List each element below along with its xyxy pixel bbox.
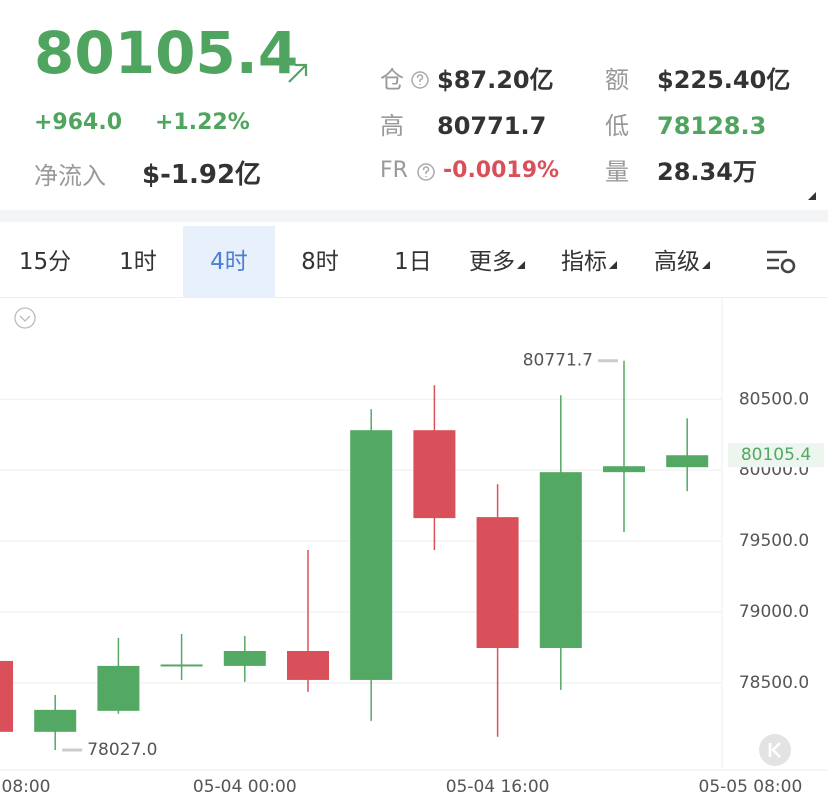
trend-arrow <box>288 63 308 83</box>
expand-corner[interactable] <box>806 190 818 202</box>
net-inflow-label: 净流入 <box>34 162 106 190</box>
collapse-icon[interactable] <box>14 307 36 329</box>
y-tick-label: 78500.0 <box>739 673 809 693</box>
tab[interactable]: 15分 <box>18 249 72 275</box>
tab[interactable]: 8时 <box>301 249 339 275</box>
candle-body <box>97 665 140 711</box>
stat-label: 低 <box>605 112 629 140</box>
x-tick-label: 05-04 16:00 <box>446 777 550 797</box>
x-tick-label: 08:00 <box>2 777 51 797</box>
candle-body <box>666 455 709 468</box>
info-icon[interactable] <box>416 162 436 182</box>
settings-icon[interactable] <box>765 248 799 276</box>
dropdown-caret <box>702 261 710 269</box>
y-tick-label: 80500.0 <box>739 389 809 409</box>
stat-label: 量 <box>605 158 629 186</box>
low-label: 78027.0 <box>87 740 157 760</box>
stat-value: 78128.3 <box>657 112 767 140</box>
candle-body <box>350 430 393 680</box>
price: 80105.4 <box>34 19 299 87</box>
stat-value: 80771.7 <box>437 112 547 140</box>
tab[interactable]: 4时 <box>183 226 275 298</box>
stat-label: 额 <box>605 66 629 94</box>
tab[interactable]: 指标 <box>546 226 638 298</box>
collapse-icon <box>19 315 31 322</box>
tab[interactable]: 1日 <box>394 249 432 275</box>
high-label: 80771.7 <box>523 351 593 371</box>
candle-body <box>413 430 456 519</box>
dropdown-caret <box>517 261 525 269</box>
change: +964.0 <box>34 110 123 135</box>
tab[interactable]: 高级 <box>639 226 731 298</box>
stat-value: $225.40亿 <box>657 66 791 94</box>
stat-label: 高 <box>380 112 404 140</box>
stat-value: -0.0019% <box>443 158 560 183</box>
candle-body <box>287 651 329 680</box>
net-inflow: $-1.92亿 <box>142 160 262 190</box>
tab[interactable]: 1时 <box>119 249 157 275</box>
x-tick-label: 05-05 08:00 <box>699 777 803 797</box>
tab[interactable]: 更多 <box>454 226 546 298</box>
last-price-box <box>728 443 824 468</box>
stat-value: 28.34万 <box>657 158 757 186</box>
candle-body <box>603 466 645 473</box>
info-icon[interactable] <box>410 70 430 90</box>
candle-body <box>0 660 13 732</box>
stat-label: FR <box>380 158 408 183</box>
change-pct: +1.22% <box>155 110 250 135</box>
stat-label: 仓 <box>380 66 404 94</box>
y-tick-label: 79000.0 <box>739 602 809 622</box>
scroll-end-button[interactable] <box>758 733 792 767</box>
stat-value: $87.20亿 <box>437 66 554 94</box>
y-tick-label: 79500.0 <box>739 531 809 551</box>
candle-body <box>223 651 266 666</box>
divider <box>0 210 828 222</box>
x-tick-label: 05-04 00:00 <box>193 777 297 797</box>
candle-body <box>160 664 203 667</box>
dropdown-caret <box>609 261 617 269</box>
chart: 78500.079000.079500.080000.080500.008:00… <box>0 298 828 797</box>
candle-body <box>476 517 519 649</box>
candle-body <box>34 709 77 732</box>
candle-body <box>539 472 582 649</box>
divider <box>0 297 828 298</box>
last-price-label: 80105.4 <box>741 445 811 465</box>
